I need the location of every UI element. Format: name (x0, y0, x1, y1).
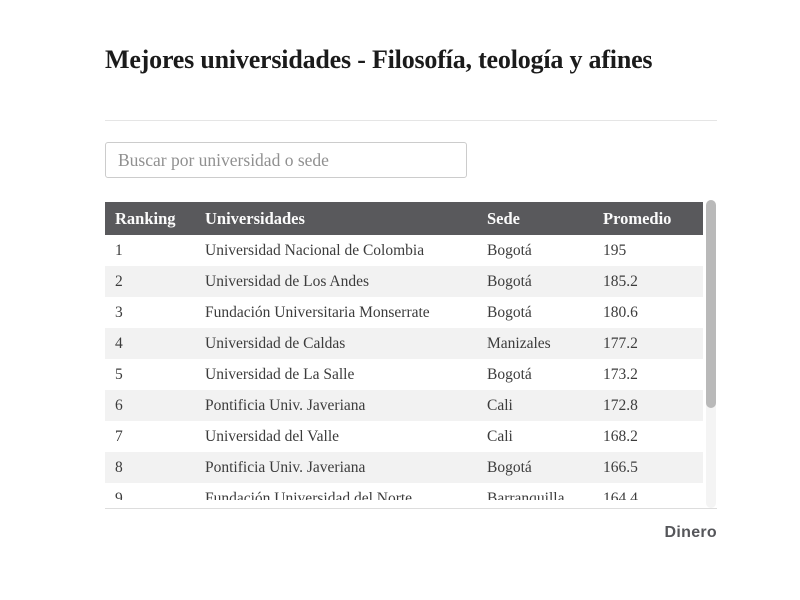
table-row: 5 Universidad de La Salle Bogotá 173.2 (105, 359, 703, 390)
cell-universidad: Pontificia Univ. Javeriana (205, 396, 366, 414)
cell-sede: Barranquilla (487, 489, 565, 501)
cell-sede: Cali (487, 427, 513, 445)
cell-ranking: 2 (115, 272, 123, 290)
cell-promedio: 195 (603, 241, 627, 259)
cell-universidad: Pontificia Univ. Javeriana (205, 458, 366, 476)
cell-sede: Bogotá (487, 365, 532, 383)
cell-ranking: 6 (115, 396, 123, 414)
cell-universidad: Fundación Universidad del Norte (205, 489, 413, 501)
table-body: 1 Universidad Nacional de Colombia Bogot… (105, 235, 703, 500)
table-row: 9 Fundación Universidad del Norte Barran… (105, 483, 703, 500)
cell-sede: Bogotá (487, 458, 532, 476)
table-row: 6 Pontificia Univ. Javeriana Cali 172.8 (105, 390, 703, 421)
cell-ranking: 5 (115, 365, 123, 383)
universities-table: Ranking Universidades Sede Promedio 1 Un… (105, 202, 703, 500)
cell-universidad: Universidad de Caldas (205, 334, 346, 352)
cell-sede: Cali (487, 396, 513, 414)
ranking-table[interactable]: Ranking Universidades Sede Promedio 1 Un… (105, 202, 703, 500)
table-row: 1 Universidad Nacional de Colombia Bogot… (105, 235, 703, 266)
cell-promedio: 166.5 (603, 458, 638, 476)
col-header-ranking: Ranking (105, 202, 195, 235)
table-row: 8 Pontificia Univ. Javeriana Bogotá 166.… (105, 452, 703, 483)
cell-universidad: Universidad del Valle (205, 427, 340, 445)
cell-ranking: 4 (115, 334, 123, 352)
cell-sede: Bogotá (487, 272, 532, 290)
col-header-sede: Sede (477, 202, 593, 235)
cell-universidad: Universidad de Los Andes (205, 272, 370, 290)
cell-ranking: 3 (115, 303, 123, 321)
cell-sede: Bogotá (487, 241, 532, 259)
cell-promedio: 172.8 (603, 396, 638, 414)
table-row: 2 Universidad de Los Andes Bogotá 185.2 (105, 266, 703, 297)
cell-universidad: Fundación Universitaria Monserrate (205, 303, 430, 321)
table-header-row: Ranking Universidades Sede Promedio (105, 202, 703, 235)
cell-promedio: 168.2 (603, 427, 638, 445)
cell-ranking: 7 (115, 427, 123, 445)
cell-ranking: 8 (115, 458, 123, 476)
page-title: Mejores universidades - Filosofía, teolo… (105, 45, 653, 74)
cell-universidad: Universidad de La Salle (205, 365, 355, 383)
cell-ranking: 1 (115, 241, 123, 259)
cell-promedio: 180.6 (603, 303, 638, 321)
table-row: 7 Universidad del Valle Cali 168.2 (105, 421, 703, 452)
col-header-promedio: Promedio (593, 202, 703, 235)
search-input[interactable] (105, 142, 467, 178)
cell-promedio: 185.2 (603, 272, 638, 290)
table-scrollbar[interactable] (706, 200, 716, 508)
brand-logo: Dinero (664, 524, 717, 541)
cell-ranking: 9 (115, 489, 123, 501)
table-row: 3 Fundación Universitaria Monserrate Bog… (105, 297, 703, 328)
col-header-universidades: Universidades (195, 202, 477, 235)
cell-sede: Bogotá (487, 303, 532, 321)
cell-sede: Manizales (487, 334, 551, 352)
table-row: 4 Universidad de Caldas Manizales 177.2 (105, 328, 703, 359)
scrollbar-thumb[interactable] (706, 200, 716, 408)
cell-promedio: 164.4 (603, 489, 638, 501)
title-divider (105, 120, 717, 121)
cell-promedio: 173.2 (603, 365, 638, 383)
cell-universidad: Universidad Nacional de Colombia (205, 241, 425, 259)
cell-promedio: 177.2 (603, 334, 638, 352)
bottom-divider (105, 508, 717, 509)
